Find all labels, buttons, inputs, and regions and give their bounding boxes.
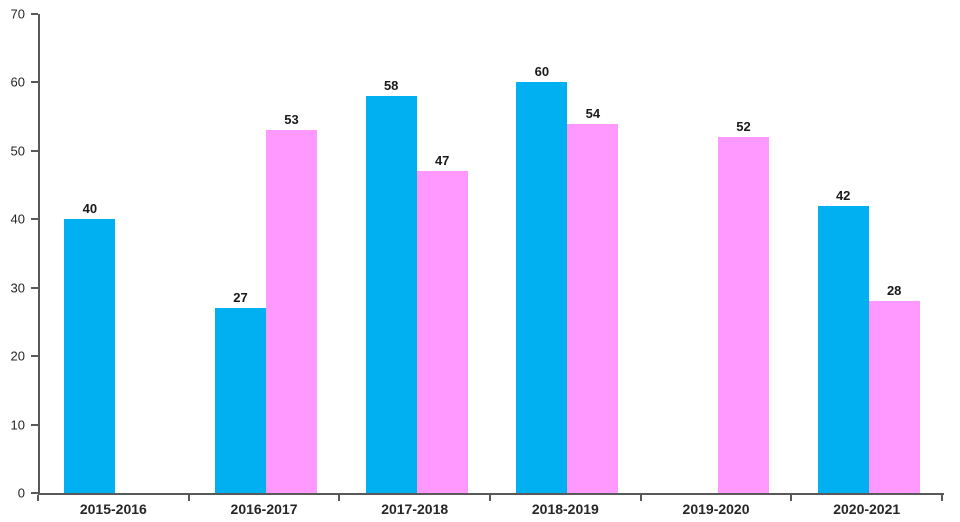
bar-group: 27 53 <box>191 14 342 493</box>
x-tick-mark <box>187 495 190 501</box>
bar-value-label: 53 <box>284 112 299 128</box>
bar-value-label: 42 <box>835 187 851 203</box>
bar-value-label: 54 <box>585 105 601 121</box>
x-category-label: 2018-2019 <box>531 501 599 517</box>
y-tick-label: 20 <box>10 348 25 364</box>
y-tick-label: 30 <box>10 280 25 296</box>
bar: 52 <box>718 119 770 493</box>
x-tick-mark <box>639 495 642 501</box>
y-tick-mark <box>31 423 38 426</box>
y-tick-mark <box>31 492 38 494</box>
bar-value-label: 47 <box>434 153 450 169</box>
x-tick-mark <box>489 495 491 501</box>
bar-value-label: 28 <box>886 283 902 299</box>
bar-value-label: 27 <box>233 290 248 306</box>
plot-area: 40 27 53 58 47 60 54 52 42 28 <box>38 14 944 495</box>
x-tick-mark <box>37 495 39 501</box>
x-axis-ticks <box>37 495 943 501</box>
y-tick-mark <box>31 13 38 15</box>
bar: 40 <box>64 201 116 493</box>
x-category-label: 2015-2016 <box>79 501 147 517</box>
y-tick-label: 40 <box>10 211 25 227</box>
x-tick-mark <box>338 495 341 501</box>
bar-value-label: 52 <box>736 119 751 135</box>
bar-value-label: 58 <box>383 78 399 94</box>
y-tick-label: 10 <box>10 417 25 433</box>
bar-group: 42 28 <box>793 14 944 493</box>
y-tick-mark <box>31 81 38 84</box>
bar-group: 60 54 <box>492 14 643 493</box>
x-category-label: 2016-2017 <box>230 501 298 517</box>
y-axis: 0 10 20 30 40 50 60 70 <box>0 7 38 501</box>
bar-group: 52 <box>643 14 794 493</box>
y-tick-mark <box>31 218 38 221</box>
x-tick-mark <box>941 495 943 501</box>
x-category-label: 2020-2021 <box>833 501 901 517</box>
y-tick-mark <box>31 149 38 152</box>
y-tick-label: 60 <box>10 74 25 90</box>
bar: 47 <box>416 153 468 493</box>
bar: 53 <box>266 112 317 493</box>
bar-value-label: 60 <box>534 64 550 80</box>
bar: 28 <box>868 283 920 493</box>
y-tick-mark <box>31 355 38 358</box>
bar-value-label: 40 <box>82 201 98 217</box>
x-tick-mark <box>790 495 793 501</box>
bar: 27 <box>215 290 266 493</box>
x-axis-labels: 2015-2016 2016-2017 2017-2018 2018-2019 2019… <box>38 501 942 517</box>
y-tick-label: 50 <box>10 143 25 159</box>
x-category-label: 2019-2020 <box>682 501 750 517</box>
bar: 60 <box>516 64 568 493</box>
bar: 58 <box>365 78 417 493</box>
y-tick-mark <box>31 286 38 289</box>
x-category-label: 2017-2018 <box>381 501 449 517</box>
bar-group: 58 47 <box>341 14 492 493</box>
bar: 54 <box>567 106 619 493</box>
bar: 42 <box>817 188 869 493</box>
y-tick-label: 0 <box>17 485 25 501</box>
y-tick-label: 70 <box>10 6 25 22</box>
bar-group: 40 <box>40 14 191 493</box>
